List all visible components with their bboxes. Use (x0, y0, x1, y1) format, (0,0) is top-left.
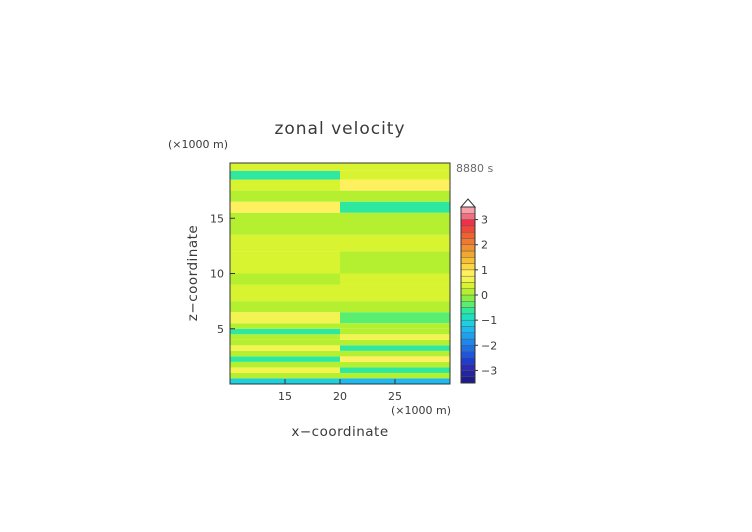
velocity-band-right (340, 234, 450, 252)
colorbar-swatch (460, 301, 476, 308)
colorbar-swatch (460, 206, 476, 214)
velocity-band-right (340, 350, 450, 357)
velocity-band-left (230, 234, 340, 252)
velocity-band-right (340, 323, 450, 329)
x-axis-ticks: 15 20 25 (278, 379, 402, 403)
y-tick-label: 5 (217, 323, 224, 336)
velocity-band-right (340, 328, 450, 335)
colorbar-swatch (460, 351, 476, 359)
velocity-band-right (340, 284, 450, 302)
velocity-band-right (340, 201, 450, 213)
velocity-band-left (230, 350, 340, 357)
velocity-band-left (230, 323, 340, 329)
velocity-band-right (340, 251, 450, 274)
colorbar-swatch (460, 288, 476, 296)
velocity-band-right (340, 312, 450, 324)
colorbar-swatch (460, 263, 476, 271)
velocity-band-left (230, 339, 340, 346)
velocity-band-left (230, 345, 340, 351)
velocity-band-left (230, 334, 340, 340)
velocity-band-left (230, 312, 340, 324)
velocity-band-left (230, 163, 340, 171)
colorbar-swatch (460, 269, 476, 277)
velocity-band-right (340, 339, 450, 346)
colorbar-swatch (460, 363, 476, 371)
colorbar-swatch (460, 231, 476, 239)
x-tick-label: 15 (278, 390, 292, 403)
velocity-band-left (230, 328, 340, 335)
velocity-band-left (230, 170, 340, 180)
y-tick-label: 15 (210, 212, 224, 225)
colorbar-swatch (460, 275, 476, 283)
velocity-band-right (340, 372, 450, 379)
velocity-band-left (230, 284, 340, 302)
velocity-band-right (340, 179, 450, 191)
velocity-band-left (230, 212, 340, 235)
colorbar-swatch (460, 257, 476, 264)
colorbar-tick-label: 3 (481, 214, 488, 227)
colorbar-tick-label: 0 (481, 289, 488, 302)
velocity-band-left (230, 273, 340, 285)
y-axis-ticks: 5 10 15 (210, 212, 235, 336)
y-axis-label: z−coordinate (185, 225, 201, 321)
colorbar-tick-label: 1 (481, 264, 488, 277)
x-tick-label: 25 (388, 390, 402, 403)
velocity-band-left (230, 367, 340, 373)
chart-title: zonal velocity (274, 119, 405, 139)
colorbar: 3 2 1 0 −1 −2 −3 (459, 198, 497, 384)
colorbar-swatch (460, 294, 476, 302)
colorbar-tick-label: −3 (481, 364, 497, 377)
colorbar-swatch (460, 219, 476, 227)
colorbar-swatch (460, 244, 476, 252)
x-unit-label: (×1000 m) (391, 404, 451, 417)
colorbar-tick-label: −1 (481, 314, 497, 327)
colorbar-swatch (460, 376, 476, 384)
velocity-band-left (230, 190, 340, 202)
y-tick-label: 10 (210, 268, 224, 281)
velocity-band-left (230, 356, 340, 362)
colorbar-swatch (460, 338, 476, 346)
colorbar-swatch (460, 345, 476, 352)
colorbar-swatch (460, 213, 476, 220)
velocity-band-left (230, 251, 340, 274)
colorbar-swatch (460, 319, 476, 327)
colorbar-swatch (460, 313, 476, 321)
y-unit-label: (×1000 m) (168, 138, 228, 151)
colorbar-swatch (460, 238, 476, 245)
velocity-band-right (340, 367, 450, 373)
colorbar-extend-arrow (459, 198, 477, 208)
velocity-band-right (340, 301, 450, 313)
x-tick-label: 20 (333, 390, 347, 403)
velocity-band-right (340, 273, 450, 285)
velocity-band-left (230, 372, 340, 379)
colorbar-swatch (460, 326, 476, 333)
colorbar-swatch (460, 307, 476, 315)
velocity-band-right (340, 170, 450, 180)
x-axis-label: x−coordinate (291, 424, 388, 440)
velocity-band-right (340, 345, 450, 351)
colorbar-tick-label: −2 (481, 339, 497, 352)
velocity-band-right (340, 356, 450, 362)
velocity-band-left (230, 201, 340, 213)
time-label: 8880 s (456, 162, 493, 175)
colorbar-swatch (460, 357, 476, 365)
colorbar-swatch (460, 370, 476, 377)
velocity-band-left (230, 361, 340, 368)
colorbar-swatch (460, 225, 476, 233)
velocity-band-left (230, 301, 340, 313)
velocity-band-right (340, 334, 450, 340)
velocity-band-left (230, 179, 340, 191)
velocity-band-right (340, 163, 450, 171)
velocity-band-right (340, 212, 450, 235)
velocity-band-right (340, 361, 450, 368)
colorbar-swatch (460, 332, 476, 340)
colorbar-swatch (460, 250, 476, 258)
velocity-band-right (340, 190, 450, 202)
velocity-field (230, 163, 450, 384)
colorbar-tick-label: 2 (481, 239, 488, 252)
colorbar-swatch (460, 282, 476, 289)
